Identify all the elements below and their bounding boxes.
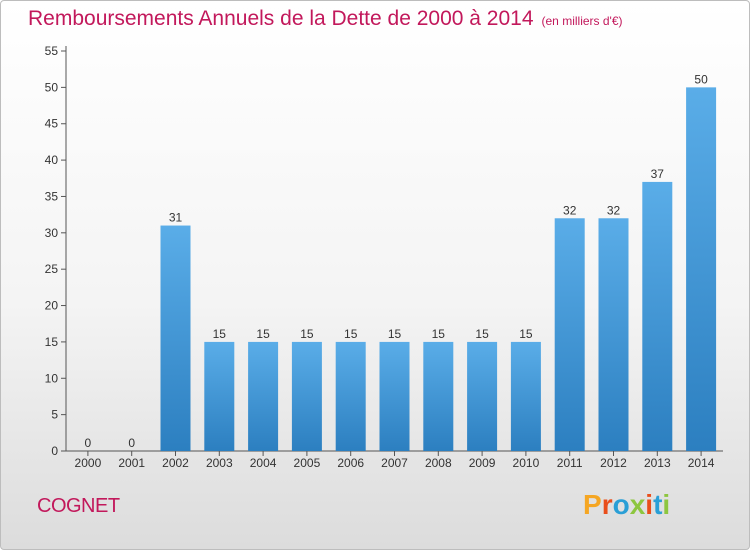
bar	[510, 341, 541, 451]
chart-title: Remboursements Annuels de la Dette de 20…	[28, 7, 623, 31]
bar	[291, 341, 322, 451]
x-tick-label: 2014	[688, 456, 715, 470]
value-labels: 0 0 31 15 15 15 15 15 15 15 15 32 32 37 50	[85, 72, 709, 450]
chart-subtitle: (en milliers d'€)	[541, 14, 623, 28]
y-tick-label: 25	[45, 262, 59, 276]
y-tick-label: 35	[45, 189, 59, 203]
bar-value-label: 15	[256, 327, 270, 341]
chart-title-text: Remboursements Annuels de la Dette de 20…	[28, 7, 534, 30]
bar	[204, 341, 235, 451]
y-tick-label: 40	[45, 153, 59, 167]
x-tick-label: 2003	[206, 456, 233, 470]
bar-value-label: 15	[388, 327, 402, 341]
bar	[642, 181, 673, 451]
bar-value-label: 15	[344, 327, 358, 341]
x-tick-label: 2013	[644, 456, 671, 470]
y-tick-label: 45	[45, 117, 59, 131]
logo-letter: t	[653, 489, 663, 520]
logo-letter: x	[629, 489, 646, 520]
x-tick-label: 2000	[75, 456, 102, 470]
proxiti-logo[interactable]: Proxiti	[583, 489, 670, 521]
y-tick-label: 30	[45, 226, 59, 240]
y-tick-label: 20	[45, 299, 59, 313]
logo-letter: i	[645, 489, 654, 520]
y-tick-label: 55	[45, 44, 59, 58]
bar	[686, 87, 717, 451]
x-tick-label: 2008	[425, 456, 452, 470]
y-tick-label: 15	[45, 335, 59, 349]
bar	[248, 341, 279, 451]
bar	[598, 218, 629, 451]
bar-value-label: 15	[475, 327, 489, 341]
logo-letter: i	[662, 489, 671, 520]
x-tick-label: 2007	[381, 456, 408, 470]
bar	[554, 218, 585, 451]
bar-value-label: 0	[128, 436, 135, 450]
y-tick-label: 0	[51, 444, 58, 458]
x-tick-label: 2005	[294, 456, 321, 470]
commune-name: COGNET	[37, 495, 120, 517]
x-tick-label: 2010	[513, 456, 540, 470]
x-tick-label: 2004	[250, 456, 277, 470]
logo-letter: P	[583, 489, 602, 520]
bar	[423, 341, 454, 451]
bar-value-label: 32	[563, 203, 577, 217]
bar	[379, 341, 410, 451]
bar-value-label: 50	[694, 72, 708, 86]
bar	[335, 341, 366, 451]
bar-value-label: 15	[213, 327, 227, 341]
y-tick-label: 5	[51, 408, 58, 422]
bar	[160, 225, 191, 451]
y-tick-label: 50	[45, 80, 59, 94]
bar-value-label: 32	[607, 203, 621, 217]
bar-value-label: 15	[300, 327, 314, 341]
x-tick-label: 2012	[600, 456, 627, 470]
bar	[467, 341, 498, 451]
x-tick-label: 2001	[118, 456, 145, 470]
logo-letter: o	[612, 489, 630, 520]
x-tick-label: 2009	[469, 456, 496, 470]
x-tick-label: 2002	[162, 456, 189, 470]
bar-value-label: 37	[651, 167, 665, 181]
y-tick-label: 10	[45, 371, 59, 385]
x-tick-label: 2006	[337, 456, 364, 470]
bars	[160, 87, 717, 451]
bar-value-label: 31	[169, 211, 183, 225]
bar-value-label: 15	[432, 327, 446, 341]
logo-letter: r	[601, 489, 613, 520]
bar-value-label: 15	[519, 327, 533, 341]
bar-value-label: 0	[85, 436, 92, 450]
x-tick-label: 2011	[557, 456, 583, 470]
